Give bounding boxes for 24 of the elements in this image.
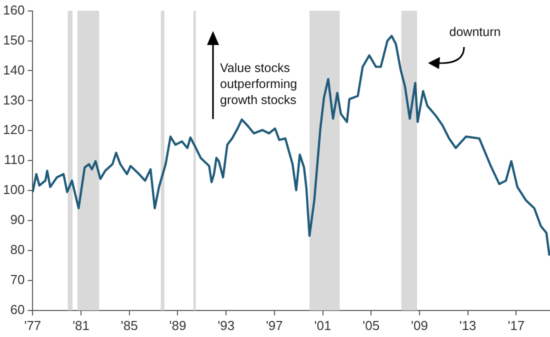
annotation: downturn	[448, 24, 502, 40]
y-tick-label: 80	[10, 242, 25, 258]
x-tick-label: '17	[508, 318, 525, 333]
x-tick-label: '93	[218, 318, 235, 333]
y-tick-label: 90	[10, 212, 25, 228]
y-tick-label: 60	[10, 302, 25, 317]
x-tick-label: '97	[266, 318, 283, 333]
x-tick-label: '13	[459, 318, 476, 333]
y-tick-label: 150	[2, 32, 25, 48]
y-tick-label: 130	[2, 92, 25, 108]
x-tick-label: '89	[169, 318, 186, 333]
y-tick-label: 140	[2, 62, 25, 78]
x-tick-label: '05	[362, 318, 380, 333]
x-tick-label: '09	[410, 318, 428, 333]
y-tick-label: 120	[2, 122, 25, 138]
x-tick-label: '01	[314, 318, 332, 333]
x-tick-label: '81	[72, 318, 90, 333]
x-tick-label: '85	[120, 318, 138, 333]
y-tick-label: 100	[2, 182, 25, 198]
y-tick-label: 70	[10, 272, 25, 288]
y-tick-label: 160	[2, 2, 25, 18]
annotation: Value stocks outperforming growth stocks	[220, 60, 298, 108]
y-tick-label: 110	[4, 152, 25, 168]
x-tick-label: '77	[24, 318, 42, 333]
